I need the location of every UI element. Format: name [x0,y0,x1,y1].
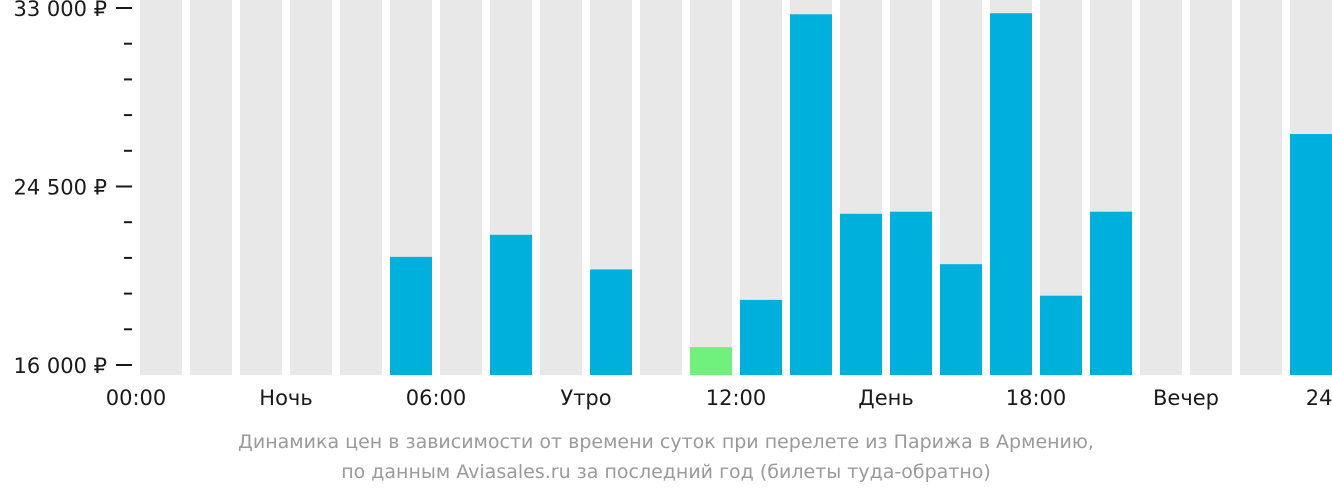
bar [840,213,882,375]
background-columns [140,0,1332,375]
bar [940,264,982,375]
bar [790,14,832,376]
x-tick-label: 12:00 [706,386,767,410]
chart-caption-line-1: Динамика цен в зависимости от времени су… [238,431,1094,453]
background-column [1190,0,1232,375]
price-bars [390,13,1332,376]
background-column [640,0,682,375]
bar [1090,211,1132,375]
y-tick-label: 33 000 ₽ [13,0,107,21]
background-column [1240,0,1282,375]
x-tick-label: Вечер [1153,386,1219,410]
background-column [440,0,482,375]
bar [590,269,632,375]
bar [390,256,432,375]
x-tick-label: 00:00 [106,386,167,410]
x-tick-label: Утро [560,386,611,410]
y-tick-label: 24 500 ₽ [13,176,107,200]
chart-caption-line-2: по данным Aviasales.ru за последний год … [341,461,991,483]
bar [1290,134,1332,375]
bar [1040,295,1082,375]
x-tick-label: 18:00 [1006,386,1067,410]
x-tick-label: Ночь [259,386,312,410]
background-column [540,0,582,375]
background-column [1140,0,1182,375]
bar-cheapest [690,347,732,375]
bar [990,13,1032,375]
x-tick-label: 06:00 [406,386,467,410]
bar [890,211,932,375]
background-column [190,0,232,375]
bar [740,299,782,375]
background-column [690,0,732,375]
background-column [240,0,282,375]
background-column [140,0,182,375]
x-tick-label: День [858,386,913,410]
y-axis: 33 000 ₽ 24 500 ₽ 16 000 ₽ [13,0,132,378]
background-column [290,0,332,375]
x-tick-label: 24:00 [1306,386,1332,410]
y-tick-label: 16 000 ₽ [13,354,107,378]
background-column [340,0,382,375]
bar [490,234,532,375]
x-axis: 00:00 Ночь 06:00 Утро 12:00 День 18:00 Вечер 24:… [106,386,1332,410]
price-by-hour-chart: 33 000 ₽ 24 500 ₽ 16 000 ₽ 00:00 Ночь 06:00 У… [13,0,1332,410]
